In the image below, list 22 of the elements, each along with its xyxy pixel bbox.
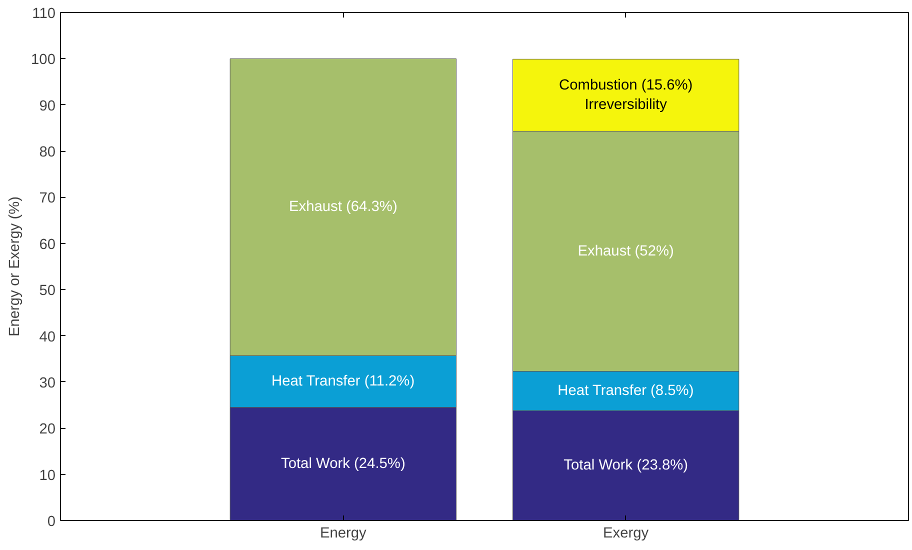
data-label: Heat Transfer (8.5%) — [558, 382, 694, 399]
data-label: Exhaust (64.3%) — [288, 199, 398, 216]
y-tick-label: 40 — [39, 329, 56, 346]
data-label: Heat Transfer (11.2%) — [271, 373, 415, 390]
y-tick-label: 50 — [39, 283, 56, 300]
data-label: Total Work (24.5%) — [280, 456, 406, 472]
y-tick-label: 90 — [39, 98, 56, 114]
x-tick-label: Energy — [320, 526, 368, 542]
x-tick-label: Exergy — [603, 526, 650, 542]
y-tick-label: 100 — [31, 52, 56, 68]
y-tick-label: 80 — [39, 144, 56, 161]
y-tick-label: 20 — [39, 422, 56, 438]
data-label: Total Work (23.8%) — [564, 458, 688, 474]
data-label: Combustion (15.6%) Irreversibility — [559, 78, 693, 113]
y-axis-title: Energy or Exergy (%) — [7, 196, 24, 337]
y-tick-label: 0 — [47, 514, 56, 530]
y-tick-label: 60 — [39, 236, 56, 253]
y-tick-label: 10 — [39, 468, 56, 484]
data-label: Exhaust (52%) — [578, 243, 674, 260]
y-tick-label: 30 — [39, 375, 56, 392]
y-tick-label: 70 — [39, 190, 56, 207]
y-tick-label: 110 — [32, 6, 56, 22]
